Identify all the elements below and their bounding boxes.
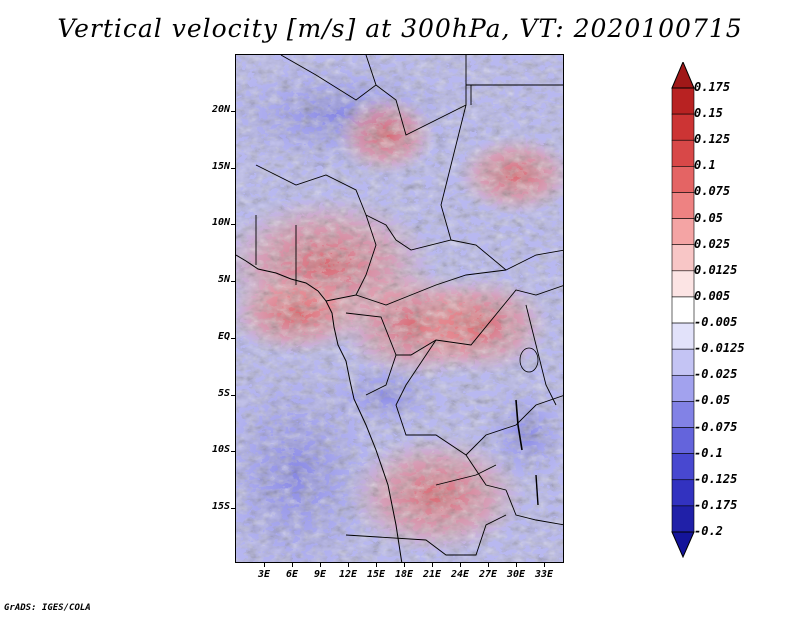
lon-tick: [348, 563, 349, 567]
lon-label: 12E: [338, 569, 358, 580]
colorbar-level-label: -0.175: [694, 497, 738, 512]
colorbar-segment: [671, 374, 695, 402]
colorbar-level-label: -0.1: [694, 445, 723, 460]
lon-tick: [488, 563, 489, 567]
lat-label: 10N: [211, 217, 230, 228]
velocity-field-map: [236, 55, 563, 562]
lake-malawi: [535, 474, 539, 506]
field-texture: [236, 55, 563, 562]
colorbar: [671, 62, 695, 558]
lat-label: 5N: [217, 274, 230, 285]
lat-label: 20N: [211, 104, 230, 115]
lon-label: 27E: [478, 569, 498, 580]
colorbar-segment: [671, 270, 695, 298]
colorbar-level-label: 0.05: [694, 210, 723, 225]
colorbar-top-arrow: [671, 62, 695, 89]
lon-label: 18E: [394, 569, 414, 580]
lat-tick: [231, 168, 235, 169]
lake-tanganyika: [515, 399, 523, 451]
lon-tick: [264, 563, 265, 567]
colorbar-level-label: 0.175: [694, 80, 731, 94]
lon-tick: [460, 563, 461, 567]
lon-label: 21E: [422, 569, 442, 580]
lon-tick: [320, 563, 321, 567]
lon-label: 3E: [257, 569, 271, 580]
colorbar-segment: [671, 505, 695, 533]
lat-tick: [231, 338, 235, 339]
map-panel: [235, 54, 564, 563]
lon-label: 24E: [450, 569, 470, 580]
lat-tick: [231, 281, 235, 282]
lat-tick: [231, 451, 235, 452]
lat-label: 10S: [211, 444, 230, 455]
lat-tick: [231, 395, 235, 396]
colorbar-segment: [671, 296, 695, 324]
chart-title: Vertical velocity [m/s] at 300hPa, VT: 2…: [57, 14, 743, 43]
colorbar-segment: [671, 427, 695, 454]
lon-tick: [516, 563, 517, 567]
lon-label: 9E: [313, 569, 327, 580]
colorbar-level-label: 0.15: [694, 106, 723, 121]
lat-tick: [231, 111, 235, 112]
coastline: [236, 254, 403, 562]
country-borders: [255, 55, 563, 556]
colorbar-segment: [671, 218, 695, 246]
lon-label: 30E: [506, 569, 526, 580]
lon-label: 6E: [285, 569, 299, 580]
colorbar-level-label: 0.025: [694, 236, 731, 251]
colorbar-segment: [671, 348, 695, 376]
colorbar-level-label: -0.05: [694, 393, 731, 408]
colorbar-level-label: -0.005: [694, 315, 738, 330]
colorbar-segment: [671, 322, 695, 350]
colorbar-level-label: -0.125: [694, 471, 738, 486]
grads-credit: GrADS: IGES/COLA: [4, 603, 91, 613]
colorbar-segment: [671, 244, 695, 272]
lat-label: 15N: [211, 161, 230, 172]
lon-tick: [432, 563, 433, 567]
lake-victoria: [519, 347, 539, 373]
colorbar-level-label: 0.0125: [694, 262, 738, 277]
lat-label: 5S: [217, 388, 230, 399]
lat-label: 15S: [211, 501, 230, 512]
lon-tick: [404, 563, 405, 567]
colorbar-segment: [671, 401, 695, 428]
lon-tick: [376, 563, 377, 567]
colorbar-segment: [671, 87, 695, 115]
colorbar-segment: [671, 479, 695, 507]
colorbar-level-label: -0.025: [694, 367, 738, 382]
lon-tick: [544, 563, 545, 567]
lat-tick: [231, 224, 235, 225]
colorbar-level-label: -0.2: [694, 524, 723, 538]
colorbar-level-label: 0.005: [694, 288, 731, 303]
colorbar-segment: [671, 113, 695, 141]
colorbar-level-label: 0.075: [694, 184, 731, 199]
lon-label: 33E: [534, 569, 554, 580]
colorbar-level-label: 0.125: [694, 132, 731, 147]
colorbar-level-label: -0.0125: [694, 341, 745, 356]
lat-tick: [231, 508, 235, 509]
lon-label: 15E: [366, 569, 386, 580]
colorbar-segment: [671, 453, 695, 481]
colorbar-bottom-arrow: [671, 531, 695, 558]
lat-label: EQ: [217, 331, 230, 342]
colorbar-segment: [671, 166, 695, 193]
colorbar-level-label: 0.1: [694, 158, 716, 173]
colorbar-level-label: -0.075: [694, 419, 738, 434]
colorbar-segment: [671, 192, 695, 219]
colorbar-segment: [671, 139, 695, 167]
lon-tick: [292, 563, 293, 567]
